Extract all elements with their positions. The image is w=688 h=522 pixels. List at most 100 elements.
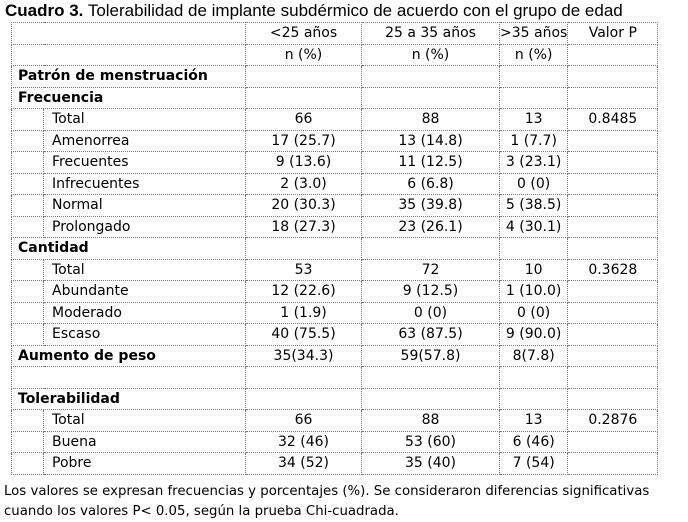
indent-cell bbox=[11, 258, 44, 281]
cell-over-35: 3 (23.1) bbox=[498, 151, 569, 174]
indent-cell bbox=[11, 129, 44, 152]
row-label: Escaso bbox=[43, 323, 246, 346]
table-number: Cuadro 3. bbox=[5, 1, 84, 20]
unit-row: n (%) n (%) n (%) bbox=[11, 43, 659, 66]
cell-p-value bbox=[567, 129, 659, 152]
cell-over-35: 10 bbox=[498, 258, 569, 281]
cell-25-35: 53 (60) bbox=[361, 430, 500, 453]
cell-p-value bbox=[567, 151, 659, 174]
cell-p-value bbox=[567, 430, 659, 453]
cell-over-35: 9 (90.0) bbox=[498, 323, 569, 346]
aumento-a: 35(34.3) bbox=[245, 344, 362, 367]
table-row: Prolongado 18 (27.3) 23 (26.1) 4 (30.1) bbox=[11, 215, 659, 238]
cell-over-35: 0 (0) bbox=[498, 301, 569, 324]
table-row: Pobre 34 (52) 35 (40) 7 (54) bbox=[11, 452, 659, 475]
table-row: Infrecuentes 2 (3.0) 6 (6.8) 0 (0) bbox=[11, 172, 659, 195]
table-row: Buena 32 (46) 53 (60) 6 (46) bbox=[11, 430, 659, 453]
cell-p-value bbox=[567, 215, 659, 238]
aumento-c: 8(7.8) bbox=[498, 344, 569, 367]
indent-cell bbox=[11, 323, 44, 346]
row-label: Total bbox=[43, 409, 246, 432]
cell-p-value bbox=[567, 194, 659, 217]
cell-over-35: 7 (54) bbox=[498, 452, 569, 475]
table-caption: Tolerabilidad de implante subdérmico de … bbox=[87, 1, 623, 20]
data-table: <25 años 25 a 35 años >35 años Valor P n… bbox=[11, 22, 659, 475]
section-row-cantidad: Cantidad bbox=[11, 237, 659, 260]
cell-over-35: 1 (7.7) bbox=[498, 129, 569, 152]
table-row: Total 53 72 10 0.3628 bbox=[11, 258, 659, 281]
cell-under-25: 2 (3.0) bbox=[245, 172, 362, 195]
footnote: Los valores se expresan frecuencias y po… bbox=[4, 482, 688, 522]
cell-25-35: 13 (14.8) bbox=[361, 129, 500, 152]
cell-under-25: 32 (46) bbox=[245, 430, 362, 453]
cell-over-35: 4 (30.1) bbox=[498, 215, 569, 238]
cell-25-35: 0 (0) bbox=[361, 301, 500, 324]
table-row: Total 66 88 13 0.8485 bbox=[11, 108, 659, 131]
aumento-row: Aumento de peso 35(34.3) 59(57.8) 8(7.8) bbox=[11, 344, 659, 367]
indent-cell bbox=[11, 280, 44, 303]
cell-over-35: 0 (0) bbox=[498, 172, 569, 195]
row-label: Buena bbox=[43, 430, 246, 453]
spacer-row bbox=[11, 366, 659, 389]
table-row: Moderado 1 (1.9) 0 (0) 0 (0) bbox=[11, 301, 659, 324]
row-label: Infrecuentes bbox=[43, 172, 246, 195]
cell-under-25: 53 bbox=[245, 258, 362, 281]
section-row-tolerabilidad: Tolerabilidad bbox=[11, 387, 659, 410]
header-under-25: <25 años bbox=[245, 22, 362, 45]
cell-p-value bbox=[567, 301, 659, 324]
cell-25-35: 6 (6.8) bbox=[361, 172, 500, 195]
aumento-p bbox=[567, 344, 659, 367]
header-p-value: Valor P bbox=[567, 22, 659, 45]
header-over-35: >35 años bbox=[498, 22, 569, 45]
cell-under-25: 17 (25.7) bbox=[245, 129, 362, 152]
row-label: Normal bbox=[43, 194, 246, 217]
cell-p-value bbox=[567, 323, 659, 346]
cell-p-value bbox=[567, 172, 659, 195]
cell-under-25: 1 (1.9) bbox=[245, 301, 362, 324]
header-row: <25 años 25 a 35 años >35 años Valor P bbox=[11, 22, 659, 45]
table-title: Cuadro 3. Tolerabilidad de implante subd… bbox=[5, 1, 623, 21]
cell-p-value: 0.3628 bbox=[567, 258, 659, 281]
row-label: Abundante bbox=[43, 280, 246, 303]
section-frecuencia-label: Frecuencia bbox=[11, 86, 246, 109]
row-label: Amenorrea bbox=[43, 129, 246, 152]
cell-p-value: 0.2876 bbox=[567, 409, 659, 432]
cell-over-35: 13 bbox=[498, 108, 569, 131]
row-label: Total bbox=[43, 108, 246, 131]
row-label: Pobre bbox=[43, 452, 246, 475]
indent-cell bbox=[11, 194, 44, 217]
cell-under-25: 34 (52) bbox=[245, 452, 362, 475]
row-label: Frecuentes bbox=[43, 151, 246, 174]
cantidad-rows: Total 53 72 10 0.3628 Abundante 12 (22.6) 9 (12… bbox=[11, 258, 659, 346]
tolerabilidad-rows: Total 66 88 13 0.2876 Buena 32 (46) 53 (60) 6 (4… bbox=[11, 409, 659, 475]
footnote-line-1: Los valores se expresan frecuencias y po… bbox=[4, 484, 650, 499]
unit-b: n (%) bbox=[361, 43, 500, 66]
cell-25-35: 35 (39.8) bbox=[361, 194, 500, 217]
cell-over-35: 13 bbox=[498, 409, 569, 432]
cell-under-25: 40 (75.5) bbox=[245, 323, 362, 346]
row-label: Prolongado bbox=[43, 215, 246, 238]
cell-over-35: 1 (10.0) bbox=[498, 280, 569, 303]
cell-25-35: 35 (40) bbox=[361, 452, 500, 475]
cell-under-25: 9 (13.6) bbox=[245, 151, 362, 174]
header-25-35: 25 a 35 años bbox=[361, 22, 500, 45]
table-row: Abundante 12 (22.6) 9 (12.5) 1 (10.0) bbox=[11, 280, 659, 303]
row-label: Moderado bbox=[43, 301, 246, 324]
cell-25-35: 72 bbox=[361, 258, 500, 281]
cell-under-25: 66 bbox=[245, 409, 362, 432]
table-row: Normal 20 (30.3) 35 (39.8) 5 (38.5) bbox=[11, 194, 659, 217]
unit-a: n (%) bbox=[245, 43, 362, 66]
indent-cell bbox=[11, 430, 44, 453]
section-cantidad-label: Cantidad bbox=[11, 237, 246, 260]
frecuencia-rows: Total 66 88 13 0.8485 Amenorrea 17 (25.7) 13 (1… bbox=[11, 108, 659, 238]
indent-cell bbox=[11, 151, 44, 174]
cell-under-25: 18 (27.3) bbox=[245, 215, 362, 238]
table-row: Total 66 88 13 0.2876 bbox=[11, 409, 659, 432]
cell-over-35: 6 (46) bbox=[498, 430, 569, 453]
indent-cell bbox=[11, 301, 44, 324]
section-tolerabilidad-label: Tolerabilidad bbox=[11, 387, 246, 410]
indent-cell bbox=[11, 108, 44, 131]
indent-cell bbox=[11, 409, 44, 432]
cell-25-35: 88 bbox=[361, 409, 500, 432]
cell-p-value: 0.8485 bbox=[567, 108, 659, 131]
